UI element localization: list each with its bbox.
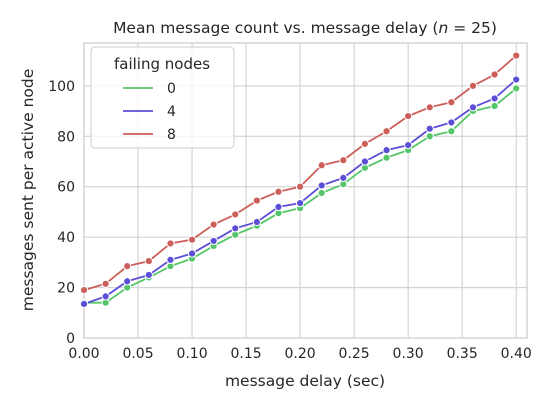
x-axis-ticks: 0.00 0.05 0.10 0.15 0.20 0.25 0.30 0.35 0.40 bbox=[68, 346, 531, 362]
data-point bbox=[101, 279, 110, 288]
legend-box bbox=[90, 46, 235, 149]
x-axis-label: message delay (sec) bbox=[225, 372, 385, 390]
data-point bbox=[360, 139, 370, 148]
data-point bbox=[447, 127, 456, 136]
data-point bbox=[231, 224, 240, 233]
series-8 bbox=[79, 51, 521, 295]
y-tick-label: 0 bbox=[66, 331, 75, 347]
y-axis-label: messages sent per active node bbox=[19, 69, 37, 312]
data-point bbox=[123, 277, 132, 286]
data-point bbox=[187, 249, 197, 258]
data-point bbox=[425, 132, 434, 141]
data-point bbox=[382, 146, 391, 155]
data-point bbox=[295, 199, 305, 208]
x-tick-label: 0.15 bbox=[230, 346, 261, 362]
data-point bbox=[317, 188, 326, 198]
x-tick-label: 0.05 bbox=[122, 346, 153, 362]
data-point bbox=[404, 141, 413, 150]
data-point bbox=[382, 153, 391, 162]
x-tick-label: 0.25 bbox=[339, 346, 370, 362]
data-point bbox=[317, 161, 326, 170]
legend-label: 8 bbox=[167, 127, 176, 143]
data-point bbox=[512, 51, 521, 60]
data-point bbox=[79, 285, 89, 295]
data-point bbox=[425, 124, 434, 133]
data-point bbox=[382, 127, 391, 136]
data-point bbox=[468, 103, 478, 112]
data-point bbox=[101, 292, 110, 301]
legend-label: 0 bbox=[167, 81, 176, 97]
data-point bbox=[468, 81, 478, 90]
data-point bbox=[123, 262, 132, 271]
data-point bbox=[404, 112, 413, 121]
plot-area bbox=[83, 42, 528, 339]
data-point bbox=[512, 75, 521, 84]
legend-title: failing nodes bbox=[114, 55, 210, 73]
data-point bbox=[274, 202, 283, 211]
series-4 bbox=[79, 75, 521, 309]
y-tick-label: 20 bbox=[57, 281, 75, 297]
data-point bbox=[339, 156, 348, 165]
data-point bbox=[274, 187, 283, 196]
legend-entry-4: 4 bbox=[123, 104, 176, 120]
y-tick-label: 60 bbox=[57, 180, 75, 196]
y-axis-ticks: 0 20 40 60 80 100 bbox=[48, 79, 75, 347]
y-tick-label: 80 bbox=[57, 129, 75, 145]
data-point bbox=[447, 118, 456, 127]
data-point bbox=[512, 84, 521, 93]
data-point bbox=[166, 255, 175, 264]
x-tick-label: 0.35 bbox=[447, 346, 478, 362]
data-point bbox=[490, 101, 499, 111]
x-tick-label: 0.20 bbox=[285, 346, 316, 362]
data-point bbox=[447, 98, 456, 107]
legend: failing nodes 0 4 8 bbox=[90, 46, 235, 149]
data-point bbox=[425, 103, 434, 112]
data-point bbox=[360, 157, 370, 166]
data-point bbox=[144, 270, 153, 280]
data-point bbox=[490, 70, 499, 79]
x-tick-label: 0.10 bbox=[176, 346, 207, 362]
legend-label: 4 bbox=[167, 104, 176, 120]
data-point bbox=[252, 217, 261, 227]
legend-entries: 0 4 8 bbox=[123, 81, 176, 143]
data-point bbox=[209, 236, 218, 246]
data-point bbox=[209, 220, 218, 229]
legend-entry-0: 0 bbox=[123, 81, 176, 97]
data-point bbox=[79, 299, 89, 309]
data-point bbox=[317, 181, 326, 190]
y-tick-label: 100 bbox=[48, 79, 75, 95]
data-point bbox=[252, 196, 261, 205]
data-point bbox=[231, 210, 240, 219]
x-tick-label: 0.00 bbox=[68, 346, 99, 362]
data-point bbox=[339, 173, 348, 182]
x-tick-label: 0.40 bbox=[501, 346, 532, 362]
x-tick-label: 0.30 bbox=[393, 346, 424, 362]
data-point bbox=[144, 256, 153, 266]
series-layer bbox=[79, 51, 521, 309]
legend-entry-8: 8 bbox=[123, 127, 176, 143]
y-tick-label: 40 bbox=[57, 230, 75, 246]
data-point bbox=[166, 239, 175, 248]
data-point bbox=[490, 94, 499, 103]
data-point bbox=[295, 182, 305, 191]
chart-title: Mean message count vs. message delay (n … bbox=[113, 19, 497, 37]
data-point bbox=[187, 235, 197, 244]
